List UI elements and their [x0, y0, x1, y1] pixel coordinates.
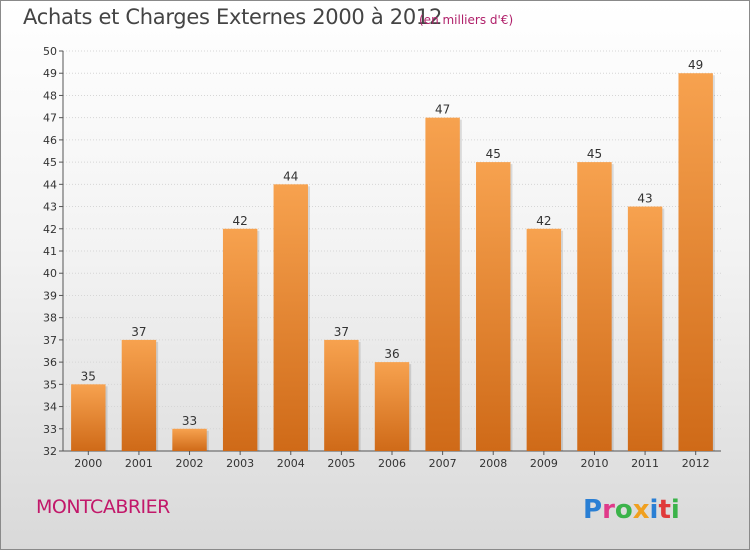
- x-tick-label: 2006: [378, 457, 406, 470]
- y-tick-label: 46: [43, 134, 57, 147]
- y-tick-labels: 32 33 34 35 36 37 38 39 40 41 42 43 44 45 46 47 48 49 50: [43, 45, 57, 458]
- chart-title: Achats et Charges Externes 2000 à 2012: [23, 5, 443, 29]
- value-label: 35: [81, 369, 96, 383]
- y-tick-label: 49: [43, 67, 57, 80]
- x-tick-label: 2011: [631, 457, 659, 470]
- bar-2007: [425, 117, 460, 452]
- chart-unit: (en milliers d'€): [419, 13, 514, 27]
- value-label: 36: [384, 347, 399, 361]
- x-tick-labels: 2000 2001 2002 2003 2004 2005 2006 2007 2008 2009…: [74, 457, 709, 470]
- value-label: 44: [283, 169, 298, 183]
- value-label: 37: [334, 325, 349, 339]
- value-label: 42: [536, 214, 551, 228]
- bar-2006: [374, 362, 410, 451]
- y-tick-label: 38: [43, 312, 57, 325]
- value-label: 42: [233, 214, 248, 228]
- bar-2004: [273, 184, 308, 452]
- value-label: 49: [688, 58, 703, 72]
- bar-2003: [222, 228, 258, 451]
- bar-2001: [121, 339, 157, 451]
- value-label: 45: [587, 147, 602, 161]
- value-label: 47: [435, 103, 450, 117]
- y-tick-label: 41: [43, 245, 57, 258]
- y-tick-label: 43: [43, 201, 57, 214]
- y-tick-label: 32: [43, 445, 57, 458]
- bar-2011: [627, 206, 663, 451]
- bars: 35 37 33 42 44 37 36 47 45 42 45 43 49: [71, 58, 715, 452]
- y-tick-label: 44: [43, 178, 57, 191]
- y-tick-label: 34: [43, 401, 57, 414]
- y-tick-label: 42: [43, 223, 57, 236]
- svg-text:Proxiti: Proxiti: [583, 495, 680, 525]
- y-tick-label: 40: [43, 267, 57, 280]
- x-tick-label: 2010: [580, 457, 608, 470]
- y-tick-label: 47: [43, 112, 57, 125]
- value-label: 45: [486, 147, 501, 161]
- x-tick-label: 2000: [74, 457, 102, 470]
- value-label: 37: [131, 325, 146, 339]
- y-tick-label: 35: [43, 378, 57, 391]
- bar-2000: [71, 384, 106, 451]
- x-tick-label: 2009: [530, 457, 558, 470]
- y-tick-label: 48: [43, 89, 57, 102]
- bar-2002: [172, 428, 207, 451]
- y-tick-label: 37: [43, 334, 57, 347]
- x-tick-label: 2012: [682, 457, 710, 470]
- city-name: MONTCABRIER: [36, 496, 170, 518]
- bar-2005: [324, 339, 359, 451]
- y-tick-label: 39: [43, 289, 57, 302]
- y-tick-label: 36: [43, 356, 57, 369]
- bar-2010: [577, 162, 612, 451]
- y-tick-label: 45: [43, 156, 57, 169]
- bar-2008: [476, 162, 511, 451]
- x-tick-label: 2003: [226, 457, 254, 470]
- bar-2009: [526, 228, 562, 451]
- y-tick-label: 50: [43, 45, 57, 58]
- x-tick-label: 2004: [277, 457, 305, 470]
- value-label: 33: [182, 414, 197, 428]
- x-tick-label: 2002: [176, 457, 204, 470]
- bar-2012: [678, 73, 713, 451]
- proxiti-logo: Proxiti: [583, 495, 680, 525]
- x-tick-label: 2001: [125, 457, 153, 470]
- y-tick-label: 33: [43, 423, 57, 436]
- x-tick-label: 2005: [327, 457, 355, 470]
- x-tick-label: 2007: [429, 457, 457, 470]
- x-tick-label: 2008: [479, 457, 507, 470]
- value-label: 43: [637, 192, 652, 206]
